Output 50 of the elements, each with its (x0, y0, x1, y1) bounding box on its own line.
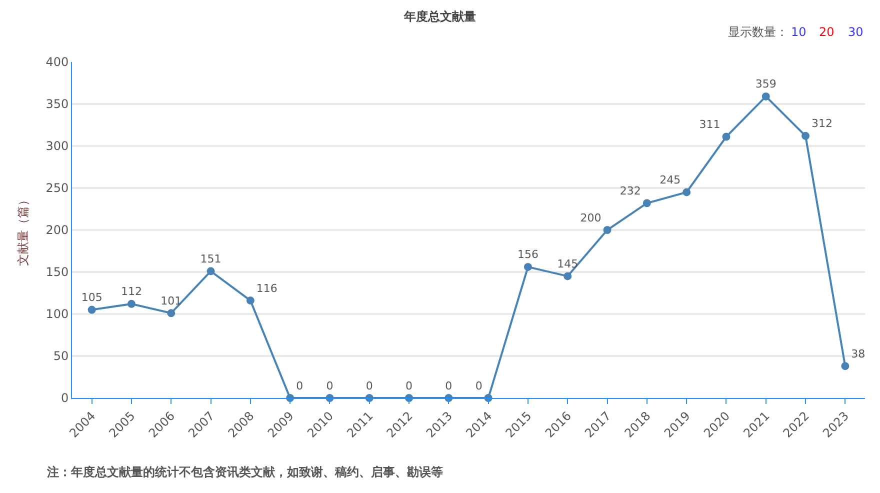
data-label: 0 (445, 379, 452, 392)
text: 显示数量： (728, 25, 788, 39)
text: 注：年度总文献量的统计不包含资讯类文献，如致谢、稿约、启事、勘误等 (46, 465, 443, 479)
data-label: 359 (755, 78, 776, 91)
point (802, 132, 810, 140)
point (564, 272, 572, 280)
data-label: 312 (812, 117, 833, 130)
text: 20 (819, 25, 834, 39)
text: 10 (791, 25, 806, 39)
data-label: 156 (517, 248, 538, 262)
data-label: 101 (160, 294, 182, 308)
text: 30 (848, 25, 864, 39)
point (841, 362, 850, 370)
data-label: 311 (699, 118, 720, 132)
point (722, 132, 730, 141)
data-label: 105 (81, 291, 102, 304)
point (88, 306, 96, 314)
y-tick-label: 50 (53, 349, 69, 364)
point (642, 199, 651, 208)
data-label: 38 (851, 347, 866, 360)
point (682, 188, 691, 196)
data-label: 0 (296, 379, 304, 392)
data-label: 232 (620, 184, 641, 198)
data-label: 151 (200, 252, 222, 266)
data-label: 112 (120, 285, 142, 298)
y-tick-label: 150 (46, 265, 69, 280)
data-label: 245 (660, 173, 681, 186)
data-label: 0 (475, 379, 482, 392)
point (524, 262, 532, 271)
point (762, 92, 770, 100)
chart-title: 年度总文献量 (403, 10, 476, 24)
data-label: 116 (256, 282, 278, 295)
point (127, 300, 136, 308)
y-tick-label: 0 (60, 391, 69, 406)
data-label: 0 (366, 379, 373, 392)
y-tick-label: 400 (46, 55, 69, 70)
point (167, 309, 176, 318)
data-label: 145 (557, 257, 578, 270)
point (246, 296, 254, 305)
y-axis-title: 文献量（篇） (16, 194, 30, 266)
y-tick-label: 100 (46, 307, 69, 322)
y-tick-label: 300 (46, 139, 69, 154)
y-tick-label: 250 (46, 181, 69, 196)
data-label: 200 (580, 211, 602, 224)
point (206, 267, 215, 276)
y-tick-label: 350 (46, 97, 69, 112)
data-label: 0 (406, 379, 413, 392)
point (603, 226, 612, 234)
y-tick-label: 200 (46, 223, 69, 238)
data-label: 0 (326, 379, 334, 392)
